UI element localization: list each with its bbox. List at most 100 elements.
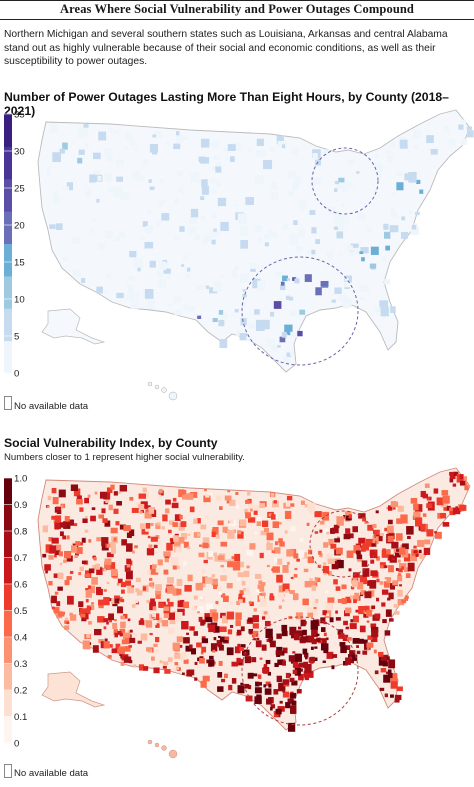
svi-county-patch	[390, 694, 394, 698]
svi-county-patch	[415, 553, 419, 557]
outage-legend-swatch	[4, 211, 12, 244]
outage-county-patch	[211, 230, 220, 238]
svi-county-patch	[290, 705, 297, 714]
outage-county-patch	[248, 148, 252, 152]
svi-county-patch	[383, 583, 388, 587]
outage-county-patch	[401, 216, 406, 221]
outage-county-patch	[182, 254, 189, 261]
svi-county-patch	[339, 642, 346, 647]
outage-county-patch	[108, 127, 113, 133]
svi-legend-tick-label: 0.1	[14, 712, 27, 723]
outage-county-patch	[240, 226, 249, 237]
svi-county-patch	[238, 599, 243, 603]
svi-county-patch	[351, 580, 358, 588]
svi-county-patch	[362, 517, 367, 522]
svi-county-patch	[165, 508, 170, 514]
svi-county-patch	[145, 509, 152, 514]
svi-county-patch	[350, 619, 354, 623]
svi-county-patch	[104, 561, 111, 570]
outage-county-patch	[399, 139, 408, 149]
svi-map-title: Social Vulnerability Index, by County	[4, 436, 218, 450]
svi-county-patch	[345, 626, 349, 630]
svi-county-patch	[156, 522, 161, 526]
svi-county-patch	[259, 595, 265, 600]
svi-county-patch	[134, 599, 139, 604]
svi-county-patch	[384, 693, 389, 698]
outage-county-patch	[96, 198, 100, 203]
svi-county-patch	[327, 558, 335, 565]
svi-county-patch	[268, 513, 272, 517]
svi-county-patch	[424, 483, 430, 488]
svi-county-patch	[164, 669, 171, 674]
svi-county-patch	[388, 565, 394, 573]
svi-county-patch	[98, 599, 104, 606]
outage-county-patch	[279, 285, 286, 291]
svi-county-patch	[114, 632, 119, 638]
svi-county-patch	[134, 545, 138, 549]
svi-county-patch	[332, 528, 336, 534]
svi-county-patch	[189, 491, 198, 498]
svi-county-patch	[138, 493, 147, 499]
svi-county-patch	[422, 513, 427, 517]
svi-county-patch	[237, 561, 244, 568]
svi-county-patch	[155, 590, 162, 596]
svi-county-patch	[406, 526, 414, 535]
svi-county-patch	[55, 506, 60, 511]
outage-county-patch	[240, 318, 247, 326]
svi-county-patch	[148, 582, 154, 587]
svi-county-patch	[336, 559, 344, 569]
svi-county-patch	[226, 500, 230, 504]
svi-legend: 1.0 0.9 0.8 0.7 0.6 0.5 0.4 0.3 0.2 0.1 0	[4, 474, 28, 750]
svi-county-patch	[66, 595, 74, 605]
svi-county-patch	[322, 511, 330, 521]
svi-county-patch	[256, 694, 262, 699]
outage-county-patch	[179, 226, 185, 232]
outage-county-patch	[156, 271, 163, 277]
outage-legend-swatch	[4, 243, 12, 277]
svi-county-patch	[99, 491, 108, 499]
outage-county-patch	[371, 203, 376, 206]
highlight-circle-south	[241, 256, 359, 366]
svi-county-patch	[54, 521, 61, 530]
alaska-shape	[41, 308, 106, 345]
svi-county-patch	[208, 624, 216, 633]
outage-county-patch	[173, 235, 179, 240]
svi-county-patch	[379, 533, 384, 537]
svi-county-patch	[337, 598, 342, 603]
svi-county-patch	[200, 651, 204, 655]
svi-county-patch	[96, 537, 102, 542]
outage-county-patch	[280, 281, 285, 286]
svi-county-patch	[186, 632, 190, 635]
svi-county-patch	[138, 664, 145, 671]
svi-county-patch	[344, 610, 350, 617]
outage-county-patch	[261, 319, 270, 330]
svi-county-patch	[248, 628, 254, 634]
outage-legend-tick-label: 25	[14, 184, 25, 195]
svi-county-patch	[87, 494, 91, 498]
svi-county-patch	[64, 579, 70, 586]
svi-county-patch	[323, 621, 327, 625]
svi-county-patch	[358, 606, 366, 615]
outage-county-patch	[369, 263, 377, 269]
svi-county-patch	[298, 626, 302, 630]
svi-county-patch	[49, 545, 57, 554]
svi-county-patch	[375, 534, 383, 542]
svi-county-patch	[109, 644, 113, 648]
svi-county-patch	[452, 507, 461, 515]
svi-county-patch	[86, 633, 91, 639]
svi-county-patch	[286, 495, 293, 501]
svi-county-patch	[237, 531, 244, 539]
svi-county-patch	[405, 573, 411, 579]
svi-county-patch	[266, 638, 271, 642]
svi-county-patch	[352, 526, 359, 533]
outage-county-patch	[127, 287, 135, 294]
svi-county-patch	[364, 605, 370, 612]
outage-county-patch	[289, 351, 294, 356]
svi-county-patch	[263, 611, 268, 615]
svi-county-patch	[268, 636, 274, 641]
svi-county-patch	[322, 610, 328, 616]
svi-county-patch	[362, 650, 368, 655]
svi-county-patch	[149, 601, 156, 611]
svi-county-patch	[174, 514, 181, 521]
svi-county-patch	[149, 577, 153, 581]
